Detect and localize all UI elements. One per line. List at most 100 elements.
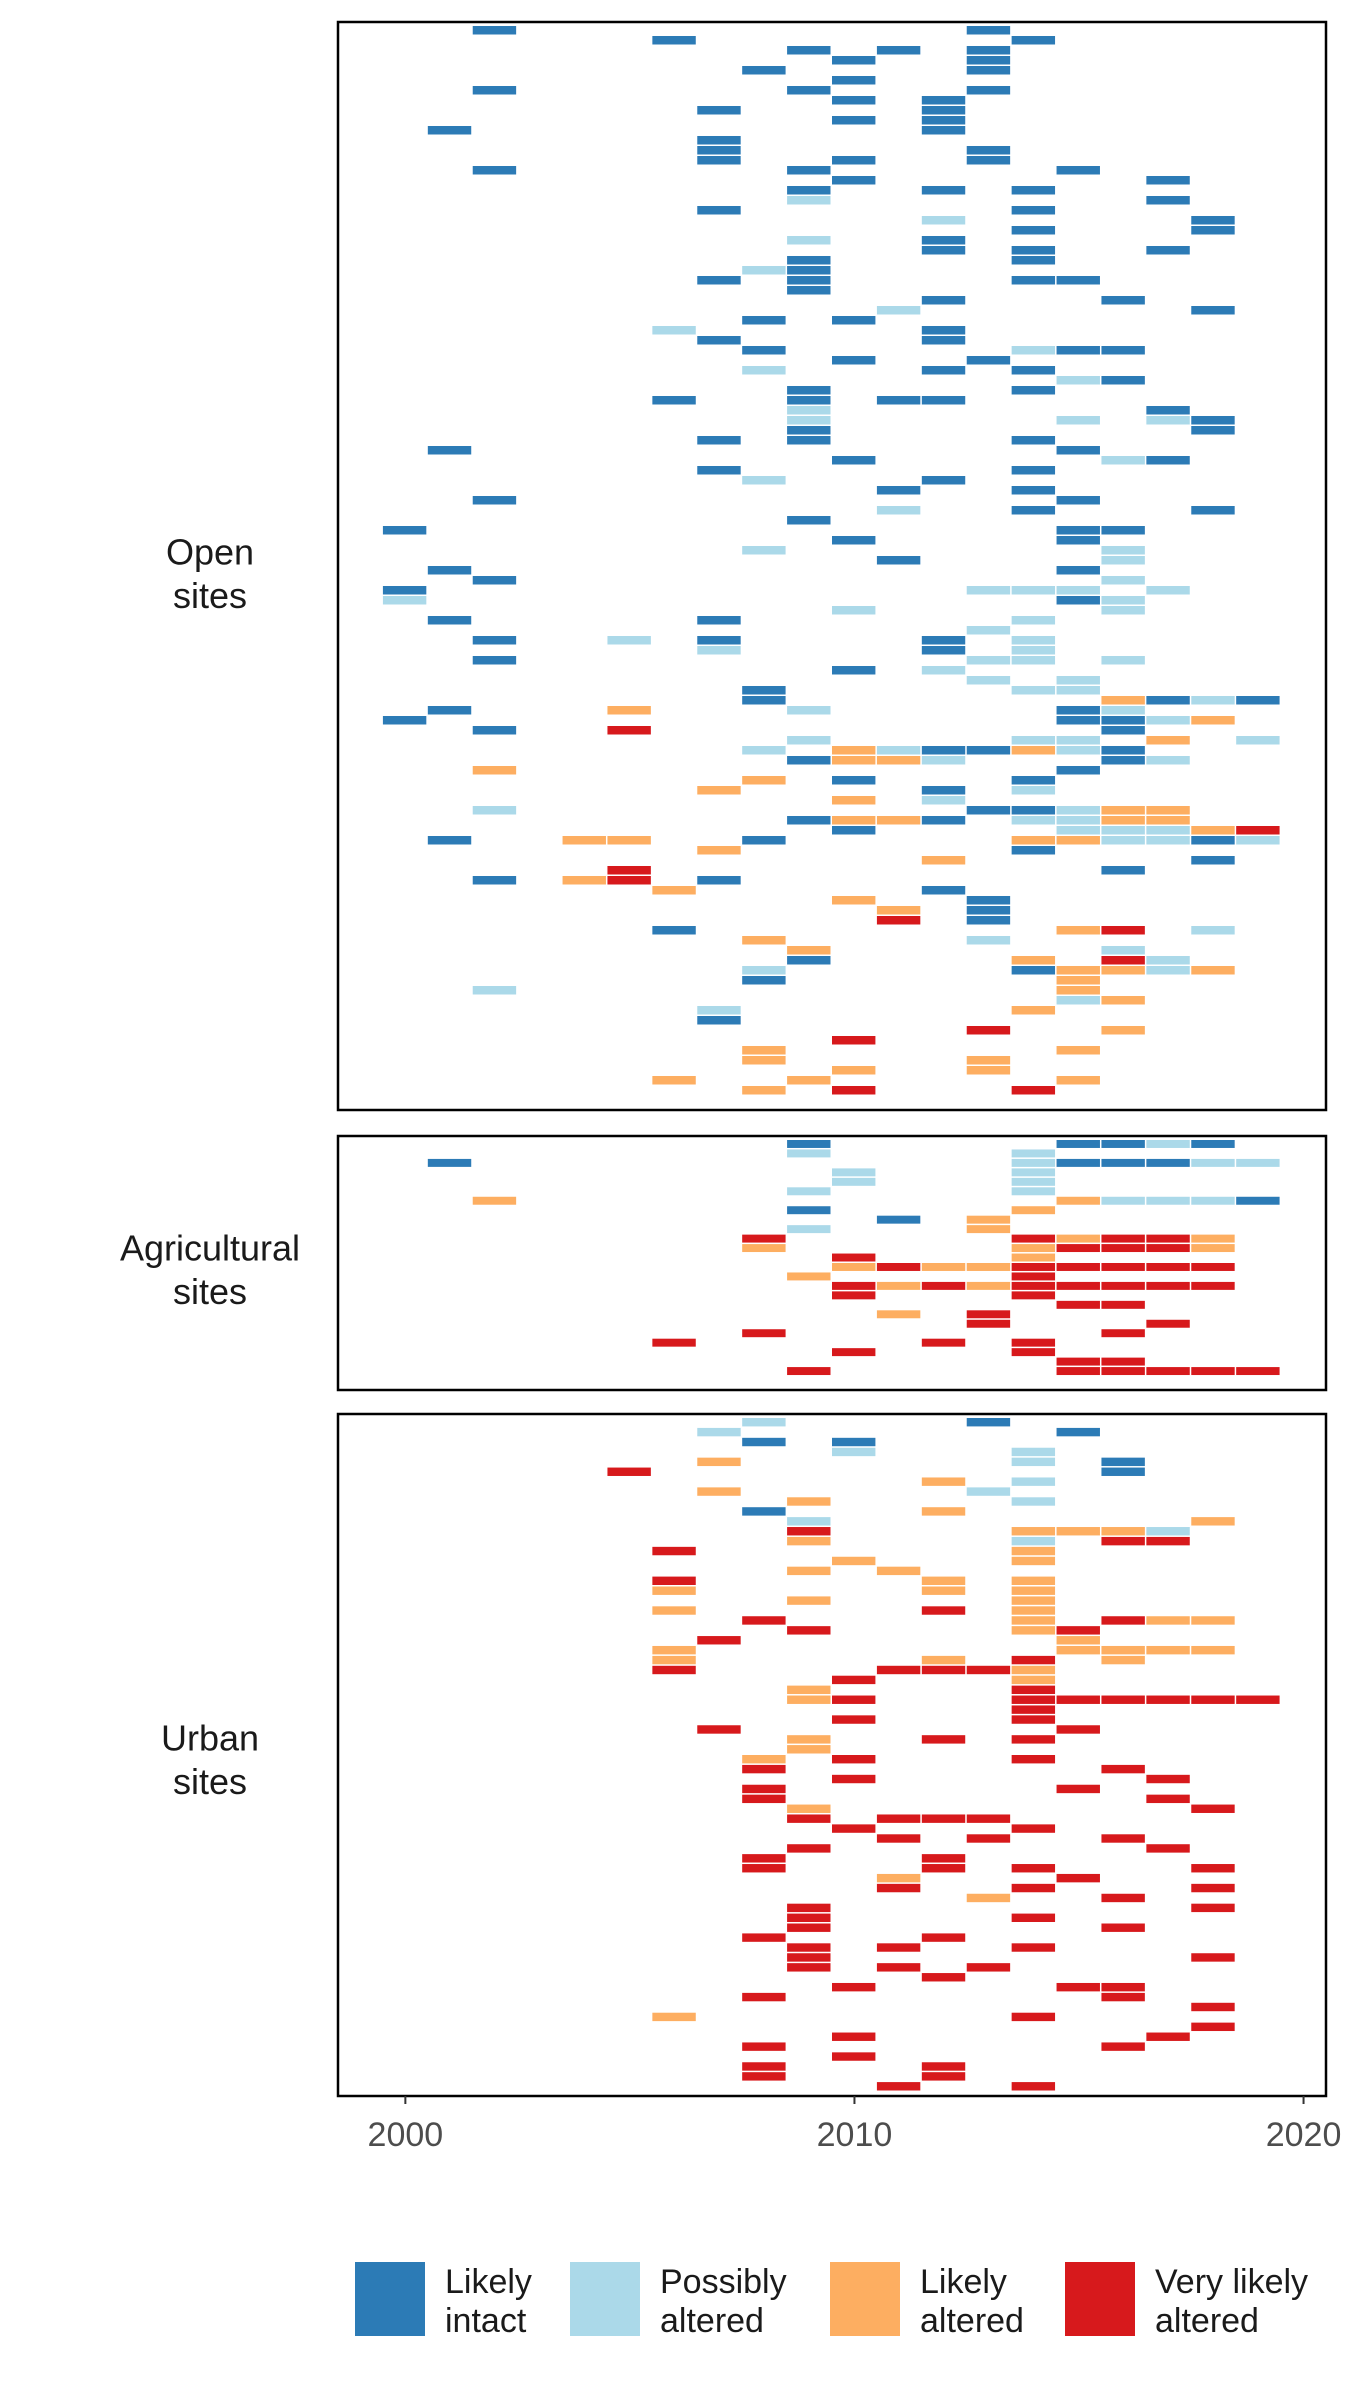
cell-urban-2018-r59-very_likely_altered: [1191, 2002, 1235, 2012]
cell-urban-2009-r43-very_likely_altered: [787, 1844, 831, 1853]
cell-urban-2008-r0-possibly_altered: [742, 1418, 786, 1427]
cell-agricultural-2013-r15-likely_altered: [966, 1281, 1011, 1290]
cell-open-2005-r61-possibly_altered: [607, 636, 651, 645]
cell-urban-2008-r35-very_likely_altered: [742, 1764, 786, 1774]
cell-agricultural-2012-r21-very_likely_altered: [921, 1338, 966, 1347]
cell-agricultural-2015-r11-very_likely_altered: [1056, 1244, 1100, 1253]
cell-agricultural-2017-r15-very_likely_altered: [1146, 1281, 1190, 1290]
cell-urban-2016-r63-very_likely_altered: [1101, 2042, 1145, 2051]
cell-urban-2007-r4-likely_altered: [697, 1457, 741, 1467]
cell-urban-2016-r58-very_likely_altered: [1101, 1992, 1145, 2002]
cell-urban-2013-r7-possibly_altered: [966, 1487, 1011, 1496]
cell-urban-2009-r15-likely_altered: [787, 1566, 831, 1576]
cell-urban-2018-r61-very_likely_altered: [1191, 2022, 1235, 2032]
cell-open-2008-r52-possibly_altered: [742, 546, 786, 555]
cell-open-2012-r83-likely_altered: [921, 856, 966, 865]
cell-urban-2017-r12-very_likely_altered: [1146, 1536, 1190, 1546]
cell-urban-2014-r30-very_likely_altered: [1011, 1715, 1056, 1724]
cell-agricultural-2010-r15-very_likely_altered: [832, 1281, 876, 1290]
cell-urban-2016-r23-likely_altered: [1101, 1645, 1145, 1655]
cell-open-2014-r23-likely_intact: [1011, 256, 1056, 265]
cell-agricultural-2014-r13-very_likely_altered: [1011, 1263, 1056, 1271]
cell-open-2008-r34-possibly_altered: [742, 366, 786, 375]
cell-urban-2012-r6-likely_altered: [921, 1477, 966, 1486]
cell-open-2016-r67-likely_altered: [1101, 696, 1145, 705]
cell-urban-2014-r50-very_likely_altered: [1011, 1913, 1056, 1922]
panel-urban: Urban sites: [161, 1412, 1328, 2098]
legend-swatch-very_likely_altered: [1065, 2262, 1135, 2336]
cell-open-2017-r78-likely_altered: [1146, 806, 1190, 815]
legend-swatch-likely_intact: [355, 2262, 425, 2336]
cell-agricultural-2010-r12-very_likely_altered: [832, 1253, 876, 1262]
cell-open-2019-r67-likely_intact: [1236, 696, 1280, 705]
cell-open-2015-r42-likely_intact: [1056, 446, 1100, 455]
cell-open-2015-r39-possibly_altered: [1056, 416, 1100, 425]
cell-open-2018-r83-likely_intact: [1191, 856, 1235, 865]
cell-open-2015-r25-likely_intact: [1056, 276, 1100, 285]
cell-urban-2009-r39-likely_altered: [787, 1804, 831, 1813]
cell-urban-2013-r55-very_likely_altered: [966, 1963, 1011, 1972]
cell-open-2010-r51-likely_intact: [832, 536, 876, 545]
cell-urban-2006-r13-very_likely_altered: [652, 1546, 696, 1556]
cell-urban-2015-r22-likely_altered: [1056, 1636, 1100, 1645]
cell-open-2008-r29-likely_intact: [742, 316, 786, 325]
cell-agricultural-2015-r24-very_likely_altered: [1056, 1367, 1100, 1376]
cell-agricultural-2018-r10-likely_altered: [1191, 1234, 1235, 1243]
cell-open-2018-r81-likely_intact: [1191, 836, 1235, 845]
cell-open-2013-r65-possibly_altered: [966, 676, 1011, 685]
cell-open-2011-r46-likely_intact: [876, 486, 921, 495]
cell-urban-2013-r48-likely_altered: [966, 1893, 1011, 1903]
cell-urban-2019-r28-very_likely_altered: [1236, 1695, 1280, 1704]
cell-open-2008-r32-likely_intact: [742, 346, 786, 355]
cell-open-2010-r75-likely_intact: [832, 776, 876, 785]
cell-open-2000-r57-possibly_altered: [382, 596, 427, 605]
cell-urban-2010-r2-likely_intact: [832, 1437, 876, 1447]
cell-urban-2013-r25-very_likely_altered: [966, 1665, 1011, 1675]
cell-open-2010-r64-likely_intact: [832, 666, 876, 675]
cell-open-2010-r29-likely_intact: [832, 316, 876, 325]
cell-open-2015-r14-likely_intact: [1056, 166, 1100, 175]
cell-open-2016-r97-likely_altered: [1101, 996, 1145, 1005]
cell-urban-2010-r57-very_likely_altered: [832, 1982, 876, 1992]
legend: Likely intact Possibly altered Likely altered…: [355, 2262, 1308, 2340]
cell-urban-2012-r24-likely_altered: [921, 1655, 966, 1665]
cell-agricultural-2018-r13-very_likely_altered: [1191, 1263, 1235, 1271]
legend-swatch-possibly_altered: [570, 2262, 640, 2336]
x-axis: 2000 2010 2020: [368, 2096, 1341, 2154]
cell-open-2009-r68-possibly_altered: [787, 706, 831, 715]
cell-open-2009-r24-likely_intact: [787, 266, 831, 275]
legend-swatch-likely_altered: [830, 2262, 900, 2336]
cell-open-2008-r24-possibly_altered: [742, 266, 786, 275]
cell-open-2014-r66-possibly_altered: [1011, 686, 1056, 695]
cell-open-2015-r97-possibly_altered: [1056, 996, 1100, 1005]
cell-open-2008-r67-likely_intact: [742, 696, 786, 705]
cell-open-2009-r93-likely_intact: [787, 956, 831, 965]
cell-open-2010-r3-likely_intact: [832, 56, 876, 65]
cell-open-2016-r35-likely_intact: [1101, 376, 1145, 385]
cell-agricultural-2016-r10-very_likely_altered: [1101, 1234, 1145, 1243]
cell-open-2013-r72-likely_intact: [966, 746, 1011, 755]
cell-open-2017-r56-possibly_altered: [1146, 586, 1190, 595]
cell-open-2011-r48-possibly_altered: [876, 506, 921, 515]
cell-urban-2018-r10-likely_altered: [1191, 1517, 1235, 1526]
cell-open-2009-r92-likely_altered: [787, 946, 831, 955]
cell-agricultural-2018-r6-possibly_altered: [1191, 1196, 1235, 1205]
cell-open-2014-r63-possibly_altered: [1011, 656, 1056, 665]
cell-open-2013-r100-very_likely_altered: [966, 1026, 1011, 1035]
cell-open-2012-r64-possibly_altered: [921, 666, 966, 675]
cell-open-2007-r25-likely_intact: [697, 276, 741, 285]
cell-open-2012-r22-likely_intact: [921, 246, 966, 255]
cell-open-2013-r13-likely_intact: [966, 156, 1011, 165]
cell-urban-2017-r28-very_likely_altered: [1146, 1695, 1190, 1704]
cell-open-2011-r79-likely_altered: [876, 816, 921, 825]
cell-open-2018-r39-likely_intact: [1191, 416, 1235, 425]
cell-urban-2014-r47-very_likely_altered: [1011, 1883, 1056, 1893]
cell-open-2012-r8-likely_intact: [921, 106, 966, 115]
panel-agricultural: Agricultural sites: [120, 1134, 1328, 1392]
cell-urban-2014-r3-possibly_altered: [1011, 1447, 1056, 1457]
cell-urban-2014-r28-very_likely_altered: [1011, 1695, 1056, 1704]
cell-open-2017-r93-possibly_altered: [1146, 956, 1190, 965]
cell-urban-2009-r10-possibly_altered: [787, 1517, 831, 1526]
cell-open-2017-r15-likely_intact: [1146, 176, 1190, 185]
cell-agricultural-2008-r10-very_likely_altered: [742, 1234, 786, 1243]
